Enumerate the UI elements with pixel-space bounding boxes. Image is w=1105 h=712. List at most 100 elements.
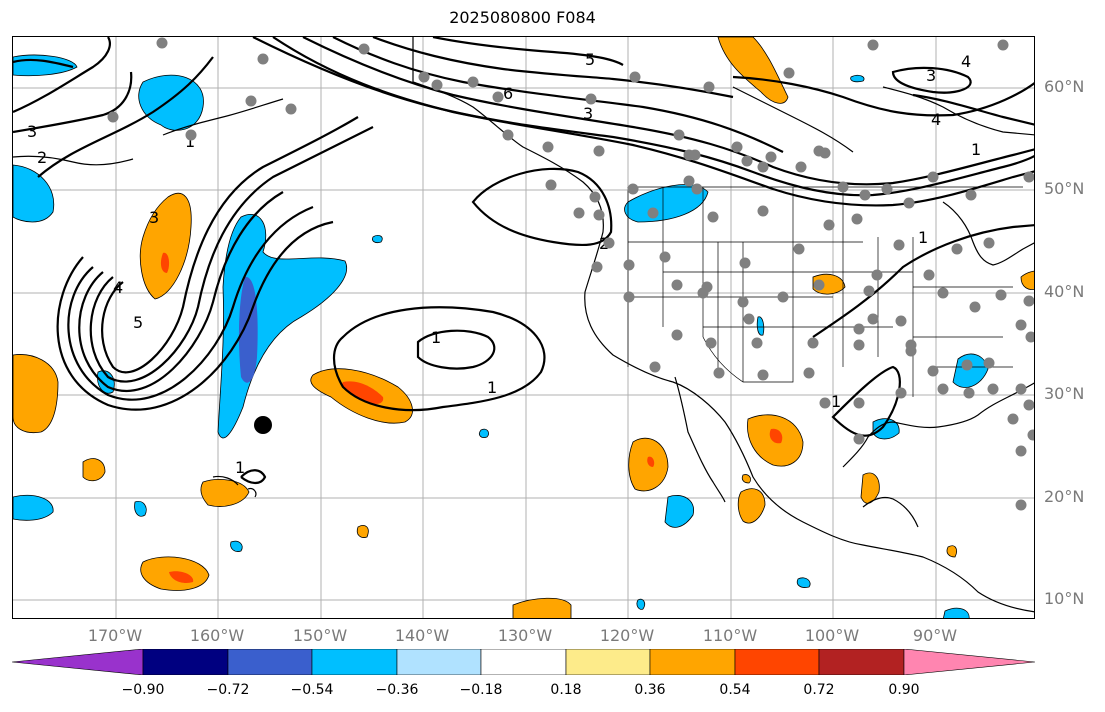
shaded-regions bbox=[13, 37, 1034, 618]
station-dot bbox=[819, 397, 831, 409]
station-dot bbox=[895, 315, 907, 327]
station-dot bbox=[589, 191, 601, 203]
station-dot bbox=[593, 145, 605, 157]
station-dot bbox=[859, 189, 871, 201]
station-dot bbox=[895, 387, 907, 399]
graticule bbox=[13, 37, 1034, 618]
station-dot bbox=[689, 149, 701, 161]
shade-gulf bbox=[872, 418, 900, 440]
station-dot bbox=[853, 339, 865, 351]
station-dot bbox=[1025, 331, 1034, 343]
colorbar-tick: 0.90 bbox=[888, 682, 920, 698]
lon-label: 130°W bbox=[497, 626, 553, 645]
lat-label: 50°N bbox=[1044, 179, 1085, 198]
station-dot bbox=[757, 161, 769, 173]
station-dot bbox=[671, 279, 683, 291]
colorbar bbox=[12, 649, 1035, 675]
shade-southeast bbox=[952, 353, 989, 388]
station-dot bbox=[701, 281, 713, 293]
station-dot bbox=[807, 337, 819, 349]
colorbar-cell bbox=[12, 649, 144, 675]
location-marker bbox=[254, 416, 272, 434]
station-dot bbox=[593, 209, 605, 221]
station-dot bbox=[983, 357, 995, 369]
station-dot bbox=[585, 93, 597, 105]
station-dot bbox=[1007, 413, 1019, 425]
station-dot bbox=[1023, 399, 1034, 411]
colorbar-cell bbox=[818, 649, 905, 675]
station-dot bbox=[765, 151, 777, 163]
colorbar-cell bbox=[903, 649, 1035, 675]
station-dot bbox=[245, 95, 257, 107]
coastlines bbox=[13, 37, 1034, 613]
colorbar-tick: −0.54 bbox=[290, 682, 334, 698]
shade-bering bbox=[138, 74, 204, 131]
station-dot bbox=[649, 361, 661, 373]
station-dot bbox=[107, 111, 119, 123]
contour-label: 6 bbox=[503, 84, 513, 103]
lon-label: 150°W bbox=[292, 626, 348, 645]
lon-label: 160°W bbox=[189, 626, 245, 645]
station-dot bbox=[777, 291, 789, 303]
station-dot bbox=[467, 76, 479, 88]
station-dot bbox=[703, 81, 715, 93]
station-dot bbox=[853, 323, 865, 335]
contour-label: 1 bbox=[185, 132, 195, 151]
station-dot bbox=[853, 433, 865, 445]
station-dot bbox=[623, 291, 635, 303]
station-dot bbox=[739, 257, 751, 269]
station-dot bbox=[707, 211, 719, 223]
contour-label: 2 bbox=[37, 148, 47, 167]
contour-label: 3 bbox=[27, 122, 37, 141]
station-dot bbox=[893, 239, 905, 251]
station-dot bbox=[603, 237, 615, 249]
colorbar-tick: 0.18 bbox=[550, 682, 582, 698]
colorbar-tick: −0.18 bbox=[459, 682, 503, 698]
station-dot bbox=[683, 175, 695, 187]
station-dot bbox=[629, 71, 641, 83]
station-dot bbox=[257, 53, 269, 65]
station-dot bbox=[691, 183, 703, 195]
station-dot bbox=[647, 207, 659, 219]
colorbar-tick: −0.72 bbox=[206, 682, 250, 698]
station-dot bbox=[983, 237, 995, 249]
station-dot bbox=[591, 261, 603, 273]
station-dot bbox=[757, 369, 769, 381]
colorbar-tick: 0.36 bbox=[634, 682, 666, 698]
station-dot bbox=[823, 219, 835, 231]
colorbar-tick: 0.72 bbox=[803, 682, 835, 698]
lon-label: 90°W bbox=[912, 626, 958, 645]
station-dot bbox=[627, 183, 639, 195]
lon-label: 140°W bbox=[394, 626, 450, 645]
colorbar-cell bbox=[142, 649, 229, 675]
shade-west-edge bbox=[13, 164, 55, 223]
station-dot bbox=[757, 205, 769, 217]
station-dot bbox=[542, 141, 554, 153]
shade-canada bbox=[717, 37, 789, 104]
station-dot bbox=[853, 397, 865, 409]
station-dot bbox=[937, 383, 949, 395]
station-dot bbox=[731, 141, 743, 153]
station-dot bbox=[905, 345, 917, 357]
station-dot bbox=[545, 179, 557, 191]
station-dot bbox=[659, 251, 671, 263]
station-dot bbox=[741, 155, 753, 167]
colorbar-tick: 0.54 bbox=[719, 682, 751, 698]
station-dot bbox=[1023, 295, 1034, 307]
station-dot bbox=[987, 383, 999, 395]
contour-label: 4 bbox=[113, 278, 123, 297]
station-dot bbox=[937, 287, 949, 299]
shade-negative-plume bbox=[217, 214, 347, 439]
station-dot bbox=[705, 337, 717, 349]
shade-mexico-west bbox=[664, 495, 695, 528]
contour-label: 1 bbox=[971, 140, 981, 159]
colorbar-tick: −0.36 bbox=[375, 682, 419, 698]
contour-label: 5 bbox=[585, 50, 595, 69]
station-dot bbox=[783, 67, 795, 79]
lon-label: 170°W bbox=[87, 626, 143, 645]
station-dot bbox=[969, 301, 981, 313]
station-dot bbox=[671, 329, 683, 341]
station-dot bbox=[1015, 445, 1027, 457]
station-dot bbox=[431, 79, 443, 91]
contour-label: 3 bbox=[149, 208, 159, 227]
